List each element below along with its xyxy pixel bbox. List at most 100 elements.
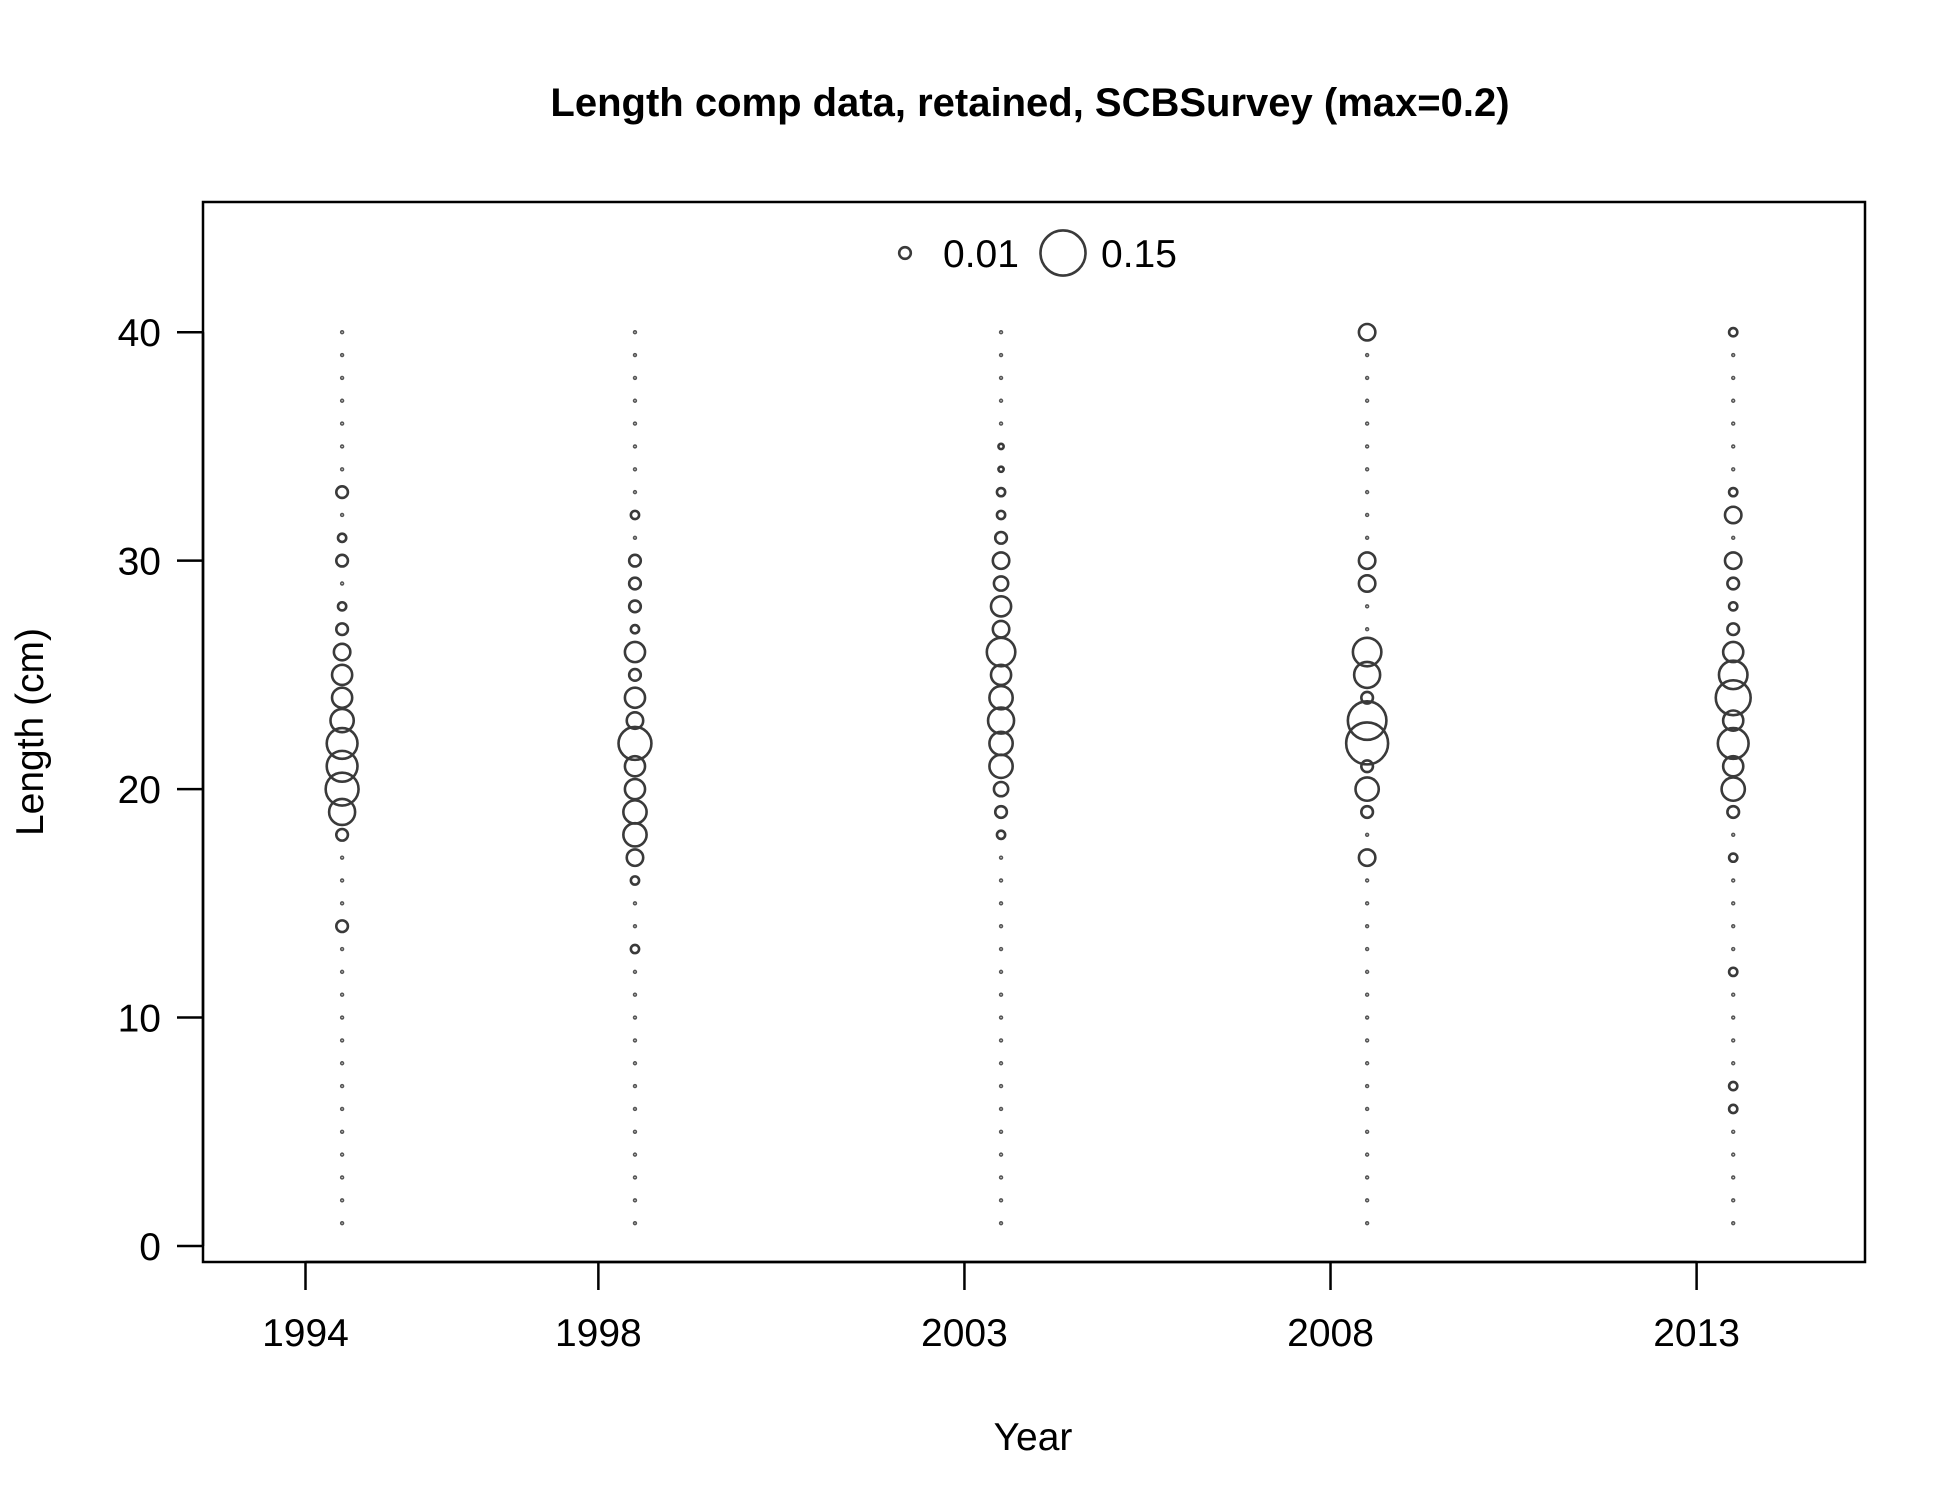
bubble-point	[632, 1106, 638, 1112]
bubble-point	[1720, 776, 1747, 803]
bubble-point	[632, 992, 638, 997]
bubble-point	[339, 352, 345, 358]
bubble-point	[339, 1061, 345, 1066]
bubble-point	[1727, 1080, 1739, 1092]
bubble-point	[334, 827, 350, 842]
bubble-point	[998, 901, 1004, 906]
bubble-point	[998, 1129, 1004, 1134]
bubble-point	[1721, 754, 1745, 778]
bubble-point	[986, 706, 1016, 735]
bubble-point	[339, 512, 345, 518]
x-axis: 1994 1998 2003 2008 2013	[262, 1260, 1740, 1355]
bubble-point	[998, 855, 1004, 860]
bubble-point	[632, 1152, 638, 1157]
bubble-point	[1346, 699, 1388, 742]
bubble-point	[339, 1198, 345, 1203]
bubble-point	[1364, 352, 1370, 358]
bubble-point	[998, 1152, 1004, 1157]
bubble-point	[334, 919, 350, 934]
bubble-point	[1364, 878, 1370, 883]
bubble-point	[339, 444, 345, 449]
bubble-point	[1714, 678, 1752, 717]
bubble-point	[632, 444, 638, 449]
bubble-point	[1364, 1061, 1370, 1066]
y-tick-label: 20	[118, 769, 161, 812]
bubble-point	[1364, 604, 1370, 609]
bubble-point	[989, 663, 1013, 687]
chart-title: Length comp data, retained, SCBSurvey (m…	[550, 81, 1509, 125]
bubble-point	[330, 686, 354, 710]
bubble-point	[627, 599, 643, 614]
bubble-point	[623, 686, 647, 710]
bubble-point	[998, 1220, 1004, 1226]
bubble-point	[995, 486, 1007, 498]
y-tick-label: 10	[118, 998, 161, 1041]
bubble-point	[1731, 535, 1736, 541]
bubble-point	[339, 1106, 345, 1112]
bubble-point	[623, 754, 647, 778]
bubble-point	[1731, 444, 1736, 449]
bubble-point	[1357, 322, 1377, 342]
bubble-point	[1727, 326, 1739, 338]
bubble-point	[1364, 398, 1370, 403]
bubble-point	[1731, 992, 1736, 997]
bubble-point	[339, 1220, 345, 1226]
bubble-point	[632, 1129, 638, 1134]
bubble-point	[998, 1175, 1004, 1180]
bubble-point	[988, 730, 1014, 757]
bubble-point	[622, 799, 648, 825]
bubble-point	[1731, 421, 1736, 426]
bubble-point	[334, 553, 350, 568]
bubble-point	[1364, 832, 1370, 838]
bubble-point	[1360, 759, 1375, 774]
bubble-point	[991, 551, 1011, 571]
bubble-point	[339, 1175, 345, 1180]
bubble-point	[998, 1106, 1004, 1112]
legend-bubble	[897, 245, 913, 261]
bubble-point	[629, 623, 641, 635]
bubble-point	[1364, 421, 1370, 426]
bubble-point	[339, 1083, 345, 1089]
bubble-point	[1364, 1015, 1370, 1020]
bubble-point	[339, 1152, 345, 1157]
bubble-point	[1731, 375, 1736, 381]
bubble-point	[989, 594, 1013, 618]
bubble-point	[998, 878, 1004, 883]
bubble-point	[339, 375, 345, 381]
bubble-point	[1344, 721, 1390, 766]
legend-bubble	[1039, 229, 1087, 277]
bubble-point	[1721, 709, 1745, 732]
x-tick-label: 2013	[1653, 1312, 1740, 1355]
bubble-point	[336, 600, 348, 612]
bubble-point	[1723, 505, 1743, 525]
bubble-point	[1731, 1129, 1736, 1134]
bubble-point	[1364, 1220, 1370, 1226]
bubble-point	[1727, 852, 1739, 864]
bubble-point	[632, 1198, 638, 1203]
bubble-point	[1354, 776, 1381, 803]
bubble-point	[1731, 1220, 1736, 1226]
bubble-point	[992, 780, 1010, 798]
bubble-point	[1357, 573, 1377, 594]
bubble-point	[632, 398, 638, 403]
bubble-point	[632, 467, 638, 472]
y-axis: 0 10 20 30 40	[118, 312, 205, 1269]
legend: 0.01 0.15	[897, 229, 1177, 277]
bubble-point	[629, 875, 641, 886]
bubble-point	[327, 797, 357, 827]
bubble-point	[332, 642, 352, 662]
bubble-point	[339, 421, 345, 426]
bubble-point	[1364, 992, 1370, 997]
bubble-point	[625, 848, 645, 868]
bubble-point	[339, 398, 345, 403]
bubble-point	[330, 663, 354, 687]
bubble-point	[632, 352, 638, 358]
bubble-point	[632, 535, 638, 541]
bubble-point	[1364, 512, 1370, 518]
bubble-point	[339, 946, 345, 952]
bubble-point	[622, 821, 648, 848]
bubble-point	[1357, 551, 1377, 571]
bubble-point	[998, 1198, 1004, 1203]
bubble-layer	[324, 322, 1752, 1226]
bubble-point	[1731, 352, 1736, 358]
